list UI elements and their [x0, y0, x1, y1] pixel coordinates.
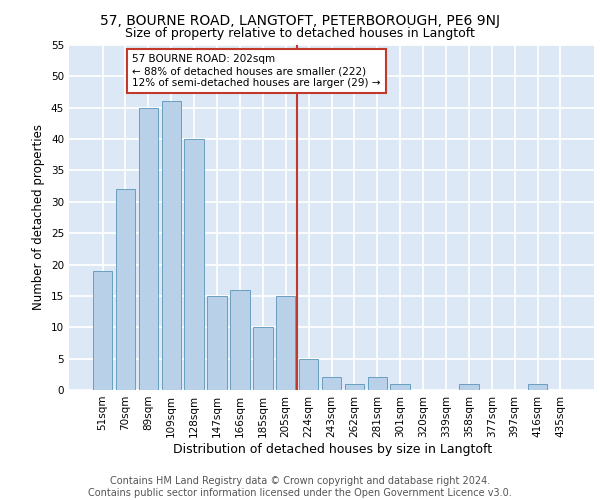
Bar	[161, 102, 181, 390]
Bar	[230, 290, 250, 390]
Bar	[368, 378, 387, 390]
Text: Distribution of detached houses by size in Langtoft: Distribution of detached houses by size …	[173, 442, 493, 456]
Bar	[299, 358, 319, 390]
Bar	[184, 139, 204, 390]
Bar	[391, 384, 410, 390]
Bar	[208, 296, 227, 390]
Bar	[116, 190, 135, 390]
Bar	[322, 378, 341, 390]
Text: 57 BOURNE ROAD: 202sqm
← 88% of detached houses are smaller (222)
12% of semi-de: 57 BOURNE ROAD: 202sqm ← 88% of detached…	[133, 54, 381, 88]
Text: 57, BOURNE ROAD, LANGTOFT, PETERBOROUGH, PE6 9NJ: 57, BOURNE ROAD, LANGTOFT, PETERBOROUGH,…	[100, 14, 500, 28]
Bar	[253, 328, 272, 390]
Bar	[459, 384, 479, 390]
Y-axis label: Number of detached properties: Number of detached properties	[32, 124, 46, 310]
Text: Size of property relative to detached houses in Langtoft: Size of property relative to detached ho…	[125, 28, 475, 40]
Bar	[344, 384, 364, 390]
Bar	[276, 296, 295, 390]
Bar	[528, 384, 547, 390]
Text: Contains HM Land Registry data © Crown copyright and database right 2024.
Contai: Contains HM Land Registry data © Crown c…	[88, 476, 512, 498]
Bar	[139, 108, 158, 390]
Bar	[93, 271, 112, 390]
